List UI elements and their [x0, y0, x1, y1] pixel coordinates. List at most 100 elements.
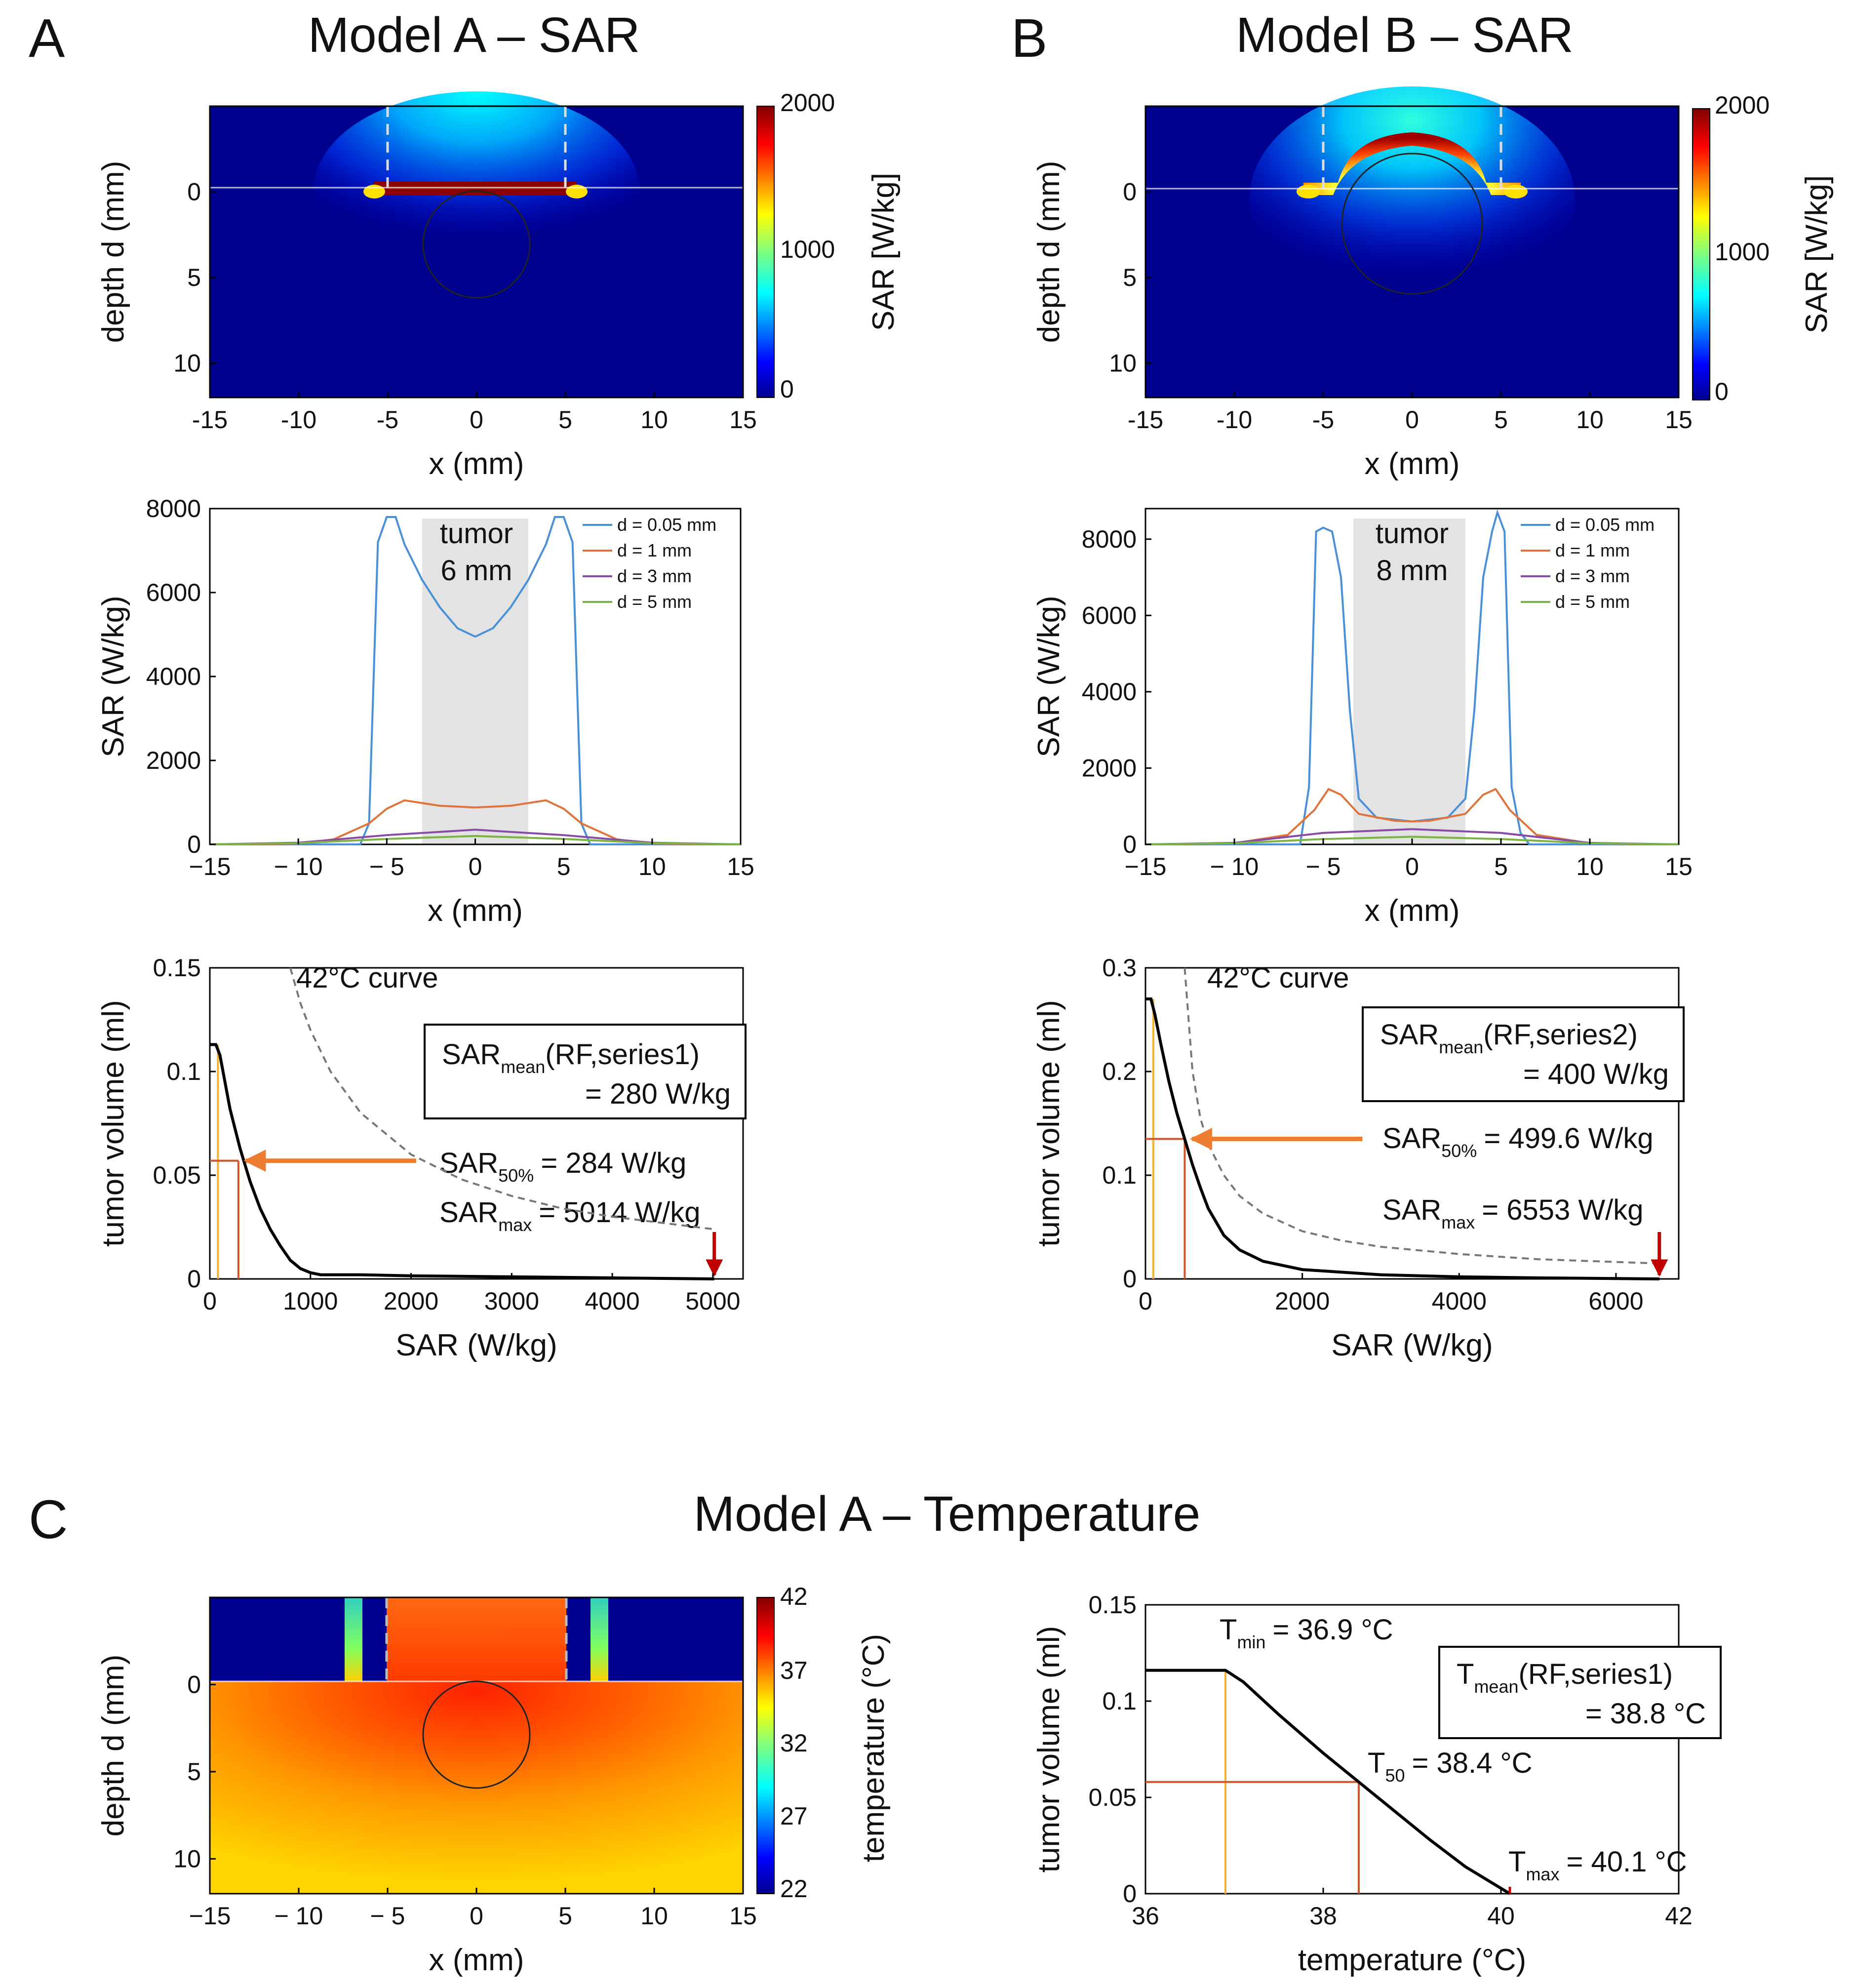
y-tick-label: 0.15 [153, 954, 201, 982]
sarmax-sub: max [1441, 1212, 1475, 1233]
colorbar-label: SAR [W/kg] [867, 173, 901, 331]
volume-vs-sar-chart-model-b: 42°C curve SARmean(RF,series2) = 400 W/k… [1144, 962, 1685, 1280]
sar-profile-chart-model-a: tumor 6 mm [209, 508, 742, 845]
x-tick-label: 4000 [1432, 1287, 1487, 1315]
electrode-pad [374, 182, 577, 196]
y-tick-label: 0 [187, 178, 201, 206]
panel-title-a: Model A – SAR [308, 7, 640, 63]
sar50-main: SAR [439, 1147, 498, 1179]
x-tick-label: 38 [1309, 1902, 1337, 1930]
tmean-sub: mean [1474, 1676, 1518, 1697]
x-tick-label: 3000 [484, 1287, 539, 1315]
y-tick-label: 0 [1123, 178, 1137, 206]
x-tick-label: 0 [203, 1287, 217, 1315]
sar-profile-chart-model-b: tumor 8 mm [1144, 508, 1680, 845]
sar-heatmap-model-a [209, 91, 744, 398]
tumor-volume-curve [1145, 997, 1659, 1280]
y-tick-label: 0.15 [1089, 1591, 1137, 1619]
colorbar-tick: 27 [780, 1802, 808, 1830]
y-tick-label: 4000 [1082, 678, 1137, 706]
legend-label: d = 3 mm [617, 566, 692, 586]
legend-label: d = 5 mm [1555, 592, 1630, 612]
y-tick-label: 0 [1123, 1265, 1137, 1293]
series-line-1 [210, 516, 741, 845]
colorbar-gradient [756, 1597, 775, 1894]
sar-mean-label: SARmean(RF,series1) [442, 1038, 700, 1077]
x-axis-label: SAR (W/kg) [395, 1328, 557, 1362]
tmax-label: Tmax = 40.1 °C [1508, 1846, 1687, 1884]
tmin-sub: min [1237, 1632, 1265, 1652]
x-tick-label: 2000 [384, 1287, 438, 1315]
x-tick-label: -5 [1312, 406, 1334, 434]
sar-mean-sub: mean [1439, 1037, 1483, 1057]
electrode-edge-right [566, 185, 588, 199]
x-tick-label: -10 [1217, 406, 1252, 434]
x-tick-label: 10 [638, 853, 666, 880]
panel-title-b: Model B – SAR [1236, 7, 1574, 63]
x-axis-label: x (mm) [429, 1943, 524, 1977]
colorbar-gradient [1692, 108, 1710, 400]
sar50-label: SAR50% = 284 W/kg [439, 1147, 686, 1186]
y-axis-label: depth d (mm) [1032, 161, 1066, 343]
series-line-2 [1145, 788, 1679, 845]
temperature-heatmap-model-a [209, 1596, 744, 1895]
legend-label: d = 0.05 mm [617, 515, 716, 535]
legend-label: d = 5 mm [617, 592, 692, 612]
colorbar-label: temperature (°C) [857, 1634, 891, 1862]
y-tick-label: 6000 [146, 579, 201, 606]
y-tick-label: 0.1 [1102, 1687, 1137, 1715]
y-tick-label: 0.05 [153, 1161, 201, 1189]
sar50-value: = 284 W/kg [541, 1147, 686, 1179]
tumor-outline [1341, 153, 1483, 295]
y-tick-label: 8000 [146, 495, 201, 522]
x-tick-label: -5 [377, 406, 398, 434]
x-tick-label: 15 [729, 406, 757, 434]
plot-frame [1144, 967, 1680, 1280]
x-tick-label: 10 [1576, 853, 1604, 880]
y-tick-label: 0 [1123, 1880, 1137, 1908]
colorbar-b1: 2000 1000 0 SAR [W/kg] [1692, 91, 1834, 405]
sar50-main: SAR [1382, 1122, 1441, 1154]
tumor-size-label: 8 mm [1377, 555, 1448, 587]
sar-mean-value: = 280 W/kg [585, 1078, 731, 1110]
tumor-outline [422, 1680, 531, 1789]
tumor-volume-curve [210, 1043, 714, 1280]
y-tick-label: 6000 [1082, 601, 1137, 629]
x-tick-label: − 5 [1306, 853, 1341, 880]
y-tick-label: 4000 [146, 663, 201, 690]
y-axis-label: tumor volume (ml) [1032, 1626, 1066, 1873]
volume-vs-temperature-chart: Tmin = 36.9 °C Tmean(RF,series1) = 38.8 °… [1144, 1604, 1722, 1895]
electrode-edge-right [1504, 185, 1528, 199]
y-tick-label: 0 [187, 1670, 201, 1698]
sarmax-label: SARmax = 6553 W/kg [1382, 1194, 1644, 1233]
legend-label: d = 1 mm [1555, 540, 1630, 560]
sar-heatmap-model-b [1144, 86, 1680, 398]
x-tick-label: 0 [470, 1902, 483, 1930]
x-tick-label: −15 [1125, 853, 1167, 880]
series-line-2 [209, 799, 741, 845]
colorbar-c1: 42 37 32 27 22 temperature (°C) [756, 1583, 891, 1903]
x-tick-label: 40 [1487, 1902, 1515, 1930]
tumor-label: tumor [1376, 517, 1449, 550]
x-tick-label: 0 [469, 853, 482, 880]
tumor-outline [422, 190, 531, 299]
sarmax-main: SAR [439, 1196, 498, 1229]
x-tick-label: 2000 [1275, 1287, 1330, 1315]
colorbar-tick: 2000 [1715, 91, 1770, 119]
colorbar-tick: 1000 [1715, 238, 1770, 266]
sar-mean-main: SAR [1380, 1019, 1439, 1051]
reference-curve-label: 42°C curve [296, 962, 438, 994]
x-tick-label: −15 [189, 853, 231, 880]
t50-sub: 50 [1385, 1765, 1405, 1786]
x-tick-label: 0 [1405, 853, 1419, 880]
electrode-edge-left [363, 185, 385, 199]
tumor-volume-curve [1145, 1669, 1511, 1895]
x-tick-label: −15 [189, 1902, 231, 1930]
x-tick-label: − 10 [274, 853, 323, 880]
sar-mean-value: = 400 W/kg [1523, 1058, 1669, 1090]
sar-mean-box [1362, 1006, 1685, 1102]
y-axis-label: depth d (mm) [96, 161, 130, 343]
sar50-sub: 50% [498, 1165, 534, 1186]
y-axis-label: depth d (mm) [96, 1655, 130, 1837]
colorbar-a1: 2000 1000 0 SAR [W/kg] [756, 89, 901, 403]
